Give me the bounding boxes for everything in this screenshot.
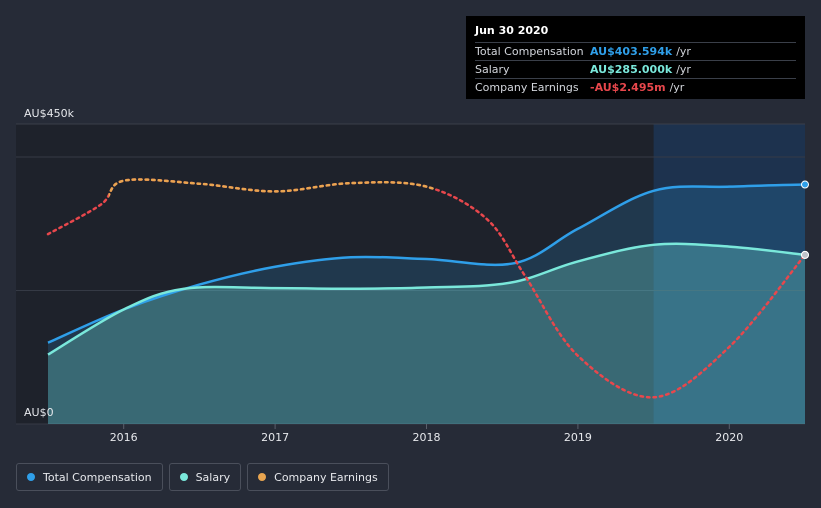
tooltip-value: AU$403.594k bbox=[590, 45, 673, 58]
total-compensation-line bbox=[47, 183, 806, 344]
tooltip-label: Company Earnings bbox=[475, 81, 579, 94]
x-tick-label: 2016 bbox=[110, 431, 138, 444]
tooltip-row-total-compensation: Total Compensation AU$403.594k /yr bbox=[475, 42, 796, 60]
legend-dot-icon bbox=[179, 473, 188, 481]
tooltip-row-salary: Salary AU$285.000k /yr bbox=[475, 60, 796, 78]
legend-label: Total Compensation bbox=[43, 470, 152, 484]
forecast-shade bbox=[653, 124, 805, 424]
tooltip-value: AU$285.000k bbox=[590, 63, 673, 76]
salary-area bbox=[48, 243, 805, 424]
tooltip-date: Jun 30 2020 bbox=[475, 24, 549, 37]
tooltip-row-company-earnings: Company Earnings -AU$2.495m /yr bbox=[475, 78, 796, 96]
tooltip-unit: /yr bbox=[676, 45, 691, 58]
company-earnings-end-marker bbox=[801, 250, 809, 259]
y-axis-min-label: AU$0 bbox=[24, 406, 54, 419]
tooltip-value: -AU$2.495m bbox=[590, 81, 666, 94]
legend-item-total-compensation[interactable]: Total Compensation bbox=[16, 463, 163, 491]
total-compensation-area bbox=[48, 184, 805, 424]
total-compensation-end-marker bbox=[801, 180, 809, 189]
tooltip-label: Salary bbox=[475, 63, 510, 76]
legend-dot-icon bbox=[27, 473, 35, 481]
x-tick-label: 2018 bbox=[413, 431, 441, 444]
x-tick-label: 2019 bbox=[564, 431, 592, 444]
legend-label: Company Earnings bbox=[274, 470, 378, 484]
company-earnings-line-positive bbox=[108, 178, 435, 199]
tooltip: Jun 30 2020 Total Compensation AU$403.59… bbox=[466, 16, 805, 99]
salary-line bbox=[47, 242, 806, 356]
legend-dot-icon bbox=[258, 473, 267, 481]
gridlines bbox=[16, 123, 805, 425]
x-axis: 2016 2017 2018 2019 2020 bbox=[110, 424, 743, 444]
legend-label: Salary bbox=[195, 470, 231, 484]
legend: Total Compensation Salary Company Earnin… bbox=[16, 463, 395, 491]
legend-item-company-earnings[interactable]: Company Earnings bbox=[247, 463, 389, 491]
tooltip-unit: /yr bbox=[676, 63, 691, 76]
y-axis-max-label: AU$450k bbox=[24, 107, 75, 120]
x-tick-label: 2020 bbox=[715, 431, 743, 444]
x-tick-label: 2017 bbox=[261, 431, 289, 444]
legend-item-salary[interactable]: Salary bbox=[168, 463, 242, 491]
series-end-markers bbox=[801, 180, 809, 259]
area-fills bbox=[48, 184, 805, 424]
tooltip-label: Total Compensation bbox=[475, 45, 584, 58]
series-lines bbox=[46, 178, 807, 399]
tooltip-unit: /yr bbox=[669, 81, 685, 94]
